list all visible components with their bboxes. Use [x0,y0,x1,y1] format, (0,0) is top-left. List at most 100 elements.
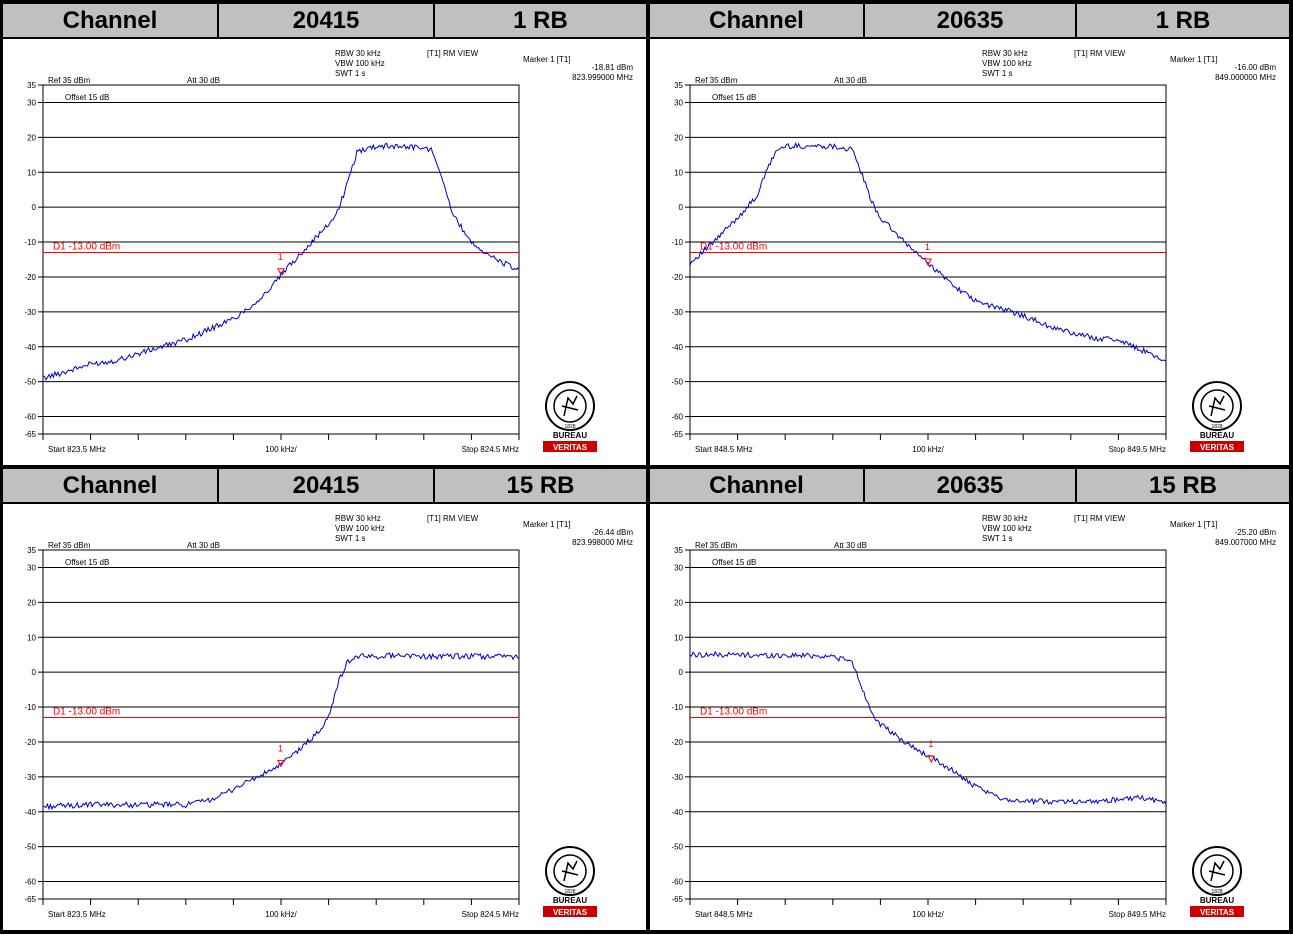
span-label: 100 kHz/ [912,445,944,454]
logo-band [543,441,597,452]
header-channel-number: 20635 [865,469,1075,502]
start-frequency-label: Start 848.5 MHz [695,910,753,919]
offset-label: Offset 15 dB [712,93,756,102]
span-label: 100 kHz/ [912,910,944,919]
logo-year: 1828 [564,889,575,895]
header-channel-label: Channel [650,469,863,502]
y-tick-label: -20 [671,273,683,282]
y-tick-label: -40 [24,343,36,352]
y-tick-label: -30 [671,308,683,317]
offset-label: Offset 15 dB [712,558,756,567]
y-tick-label: 20 [27,133,36,142]
marker-number: 1 [925,242,930,252]
logo-emblem-icon [561,860,579,882]
y-tick-label: -60 [671,878,683,887]
ref-level-label: Ref 35 dBm [695,541,738,550]
y-tick-label: 30 [27,563,36,572]
y-tick-label: -50 [671,378,683,387]
attenuation-label: Att 30 dB [834,541,867,550]
mode-label: [T1] RM VIEW [427,49,479,58]
y-tick-label: -20 [24,738,36,747]
spectrum-trace [42,142,520,381]
rbw-label: RBW 30 kHz [982,49,1028,58]
logo-outer-ring [1192,381,1242,431]
rbw-label: RBW 30 kHz [335,49,381,58]
marker-number: 1 [278,252,283,262]
header-channel-label: Channel [3,469,217,502]
y-tick-label: 30 [674,563,683,572]
header-channel-label: Channel [650,4,863,37]
y-tick-label: 0 [32,203,37,212]
limit-line-label: D1 -13.00 dBm [700,707,767,718]
logo-band [543,906,597,917]
y-tick-label: 35 [27,546,36,555]
header-rb: 15 RB [1077,469,1289,502]
plot-cell: RBW 30 kHz VBW 100 kHz SWT 1 s [T1] RM VIEW… [3,39,646,465]
y-tick-label: -20 [24,273,36,282]
plot-cell: RBW 30 kHz VBW 100 kHz SWT 1 s [T1] RM VIEW… [650,504,1289,930]
swt-label: SWT 1 s [982,69,1013,78]
swt-label: SWT 1 s [335,534,366,543]
span-label: 100 kHz/ [265,910,297,919]
logo-emblem-icon [1208,395,1226,417]
limit-line-label: D1 -13.00 dBm [53,242,120,253]
y-tick-label: 35 [674,81,683,90]
marker-level: -25.20 dBm [1235,528,1277,537]
limit-line-label: D1 -13.00 dBm [53,707,120,718]
header-rb: 1 RB [435,4,646,37]
logo-line2: VERITAS [553,908,588,917]
swt-label: SWT 1 s [982,534,1013,543]
header-channel-number: 20415 [219,4,433,37]
logo-band [1190,441,1244,452]
attenuation-label: Att 30 dB [187,541,220,550]
marker-level: -18.81 dBm [592,63,634,72]
logo-inner-ring [553,854,587,888]
y-tick-label: 10 [674,633,683,642]
logo-band [1190,906,1244,917]
logo-emblem-icon [561,395,579,417]
mode-label: [T1] RM VIEW [1074,514,1126,523]
vbw-label: VBW 100 kHz [982,524,1032,533]
attenuation-label: Att 30 dB [834,76,867,85]
stop-frequency-label: Stop 849.5 MHz [1109,445,1166,454]
y-tick-label: -30 [671,773,683,782]
logo-line1: BUREAU [553,431,587,440]
rbw-label: RBW 30 kHz [982,514,1028,523]
ref-level-label: Ref 35 dBm [695,76,738,85]
spectrum-trace [689,141,1167,362]
marker-title: Marker 1 [T1] [1170,55,1218,64]
header-rb: 1 RB [1077,4,1289,37]
logo-outer-ring [1192,846,1242,896]
logo-year: 1828 [1211,424,1222,430]
logo-year: 1828 [1211,889,1222,895]
header-channel-number: 20635 [865,4,1075,37]
y-tick-label: 30 [27,98,36,107]
stop-frequency-label: Stop 824.5 MHz [462,910,519,919]
span-label: 100 kHz/ [265,445,297,454]
y-tick-label: -65 [24,895,36,904]
y-tick-label: -10 [24,238,36,247]
logo-line2: VERITAS [553,443,588,452]
start-frequency-label: Start 848.5 MHz [695,445,753,454]
marker-symbol [277,759,285,768]
y-tick-label: -60 [24,878,36,887]
start-frequency-label: Start 823.5 MHz [48,445,106,454]
y-tick-label: 35 [27,81,36,90]
logo-line2: VERITAS [1200,443,1235,452]
y-tick-label: -50 [24,378,36,387]
y-tick-label: -10 [24,703,36,712]
logo-inner-ring [1200,389,1234,423]
y-tick-label: -50 [24,843,36,852]
ref-level-label: Ref 35 dBm [48,541,91,550]
y-tick-label: 20 [674,133,683,142]
y-tick-label: 10 [27,168,36,177]
y-tick-label: 30 [674,98,683,107]
y-tick-label: 0 [32,668,37,677]
marker-title: Marker 1 [T1] [1170,520,1218,529]
marker-frequency: 823.998000 MHz [572,538,633,547]
marker-symbol [927,755,936,764]
